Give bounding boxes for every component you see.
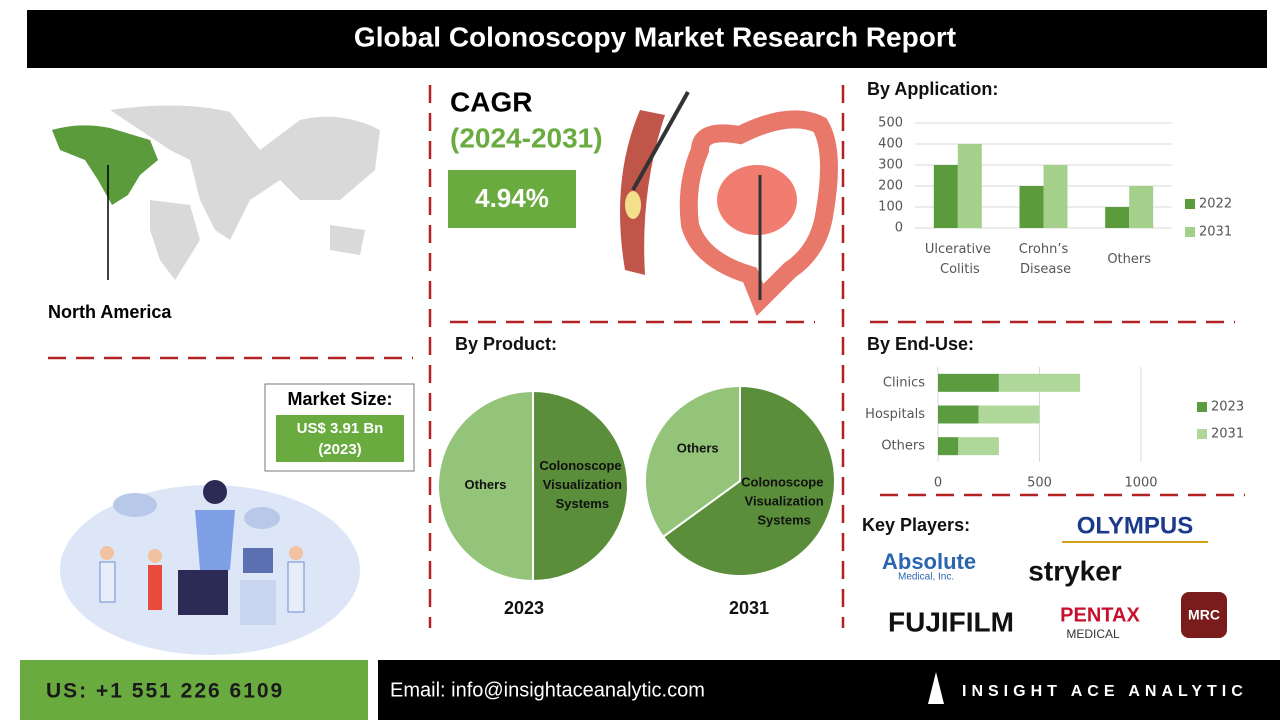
legend-swatch [1197, 429, 1207, 439]
pie-slice [437, 389, 534, 583]
market-size-label: Market Size: [287, 389, 392, 409]
bar-segment [958, 437, 999, 456]
brand-icon [928, 672, 944, 704]
cagr-label: CAGR [450, 86, 532, 117]
slice-label: Colonoscope Visualization Systems [741, 475, 824, 528]
legend-label: 2022 [1199, 197, 1232, 212]
x-tick-label: 500 [1027, 476, 1052, 491]
chart-title: By End-Use: [867, 334, 974, 354]
product-heading: By Product: [455, 334, 557, 354]
logo-absolute-sub: Medical, Inc. [898, 572, 954, 583]
y-tick-label: 400 [878, 137, 903, 152]
cagr-value: 4.94% [475, 183, 549, 213]
legend-swatch [1185, 227, 1195, 237]
legend-swatch [1185, 199, 1195, 209]
logo-mrc-box [1181, 592, 1227, 638]
key-players-heading: Key Players: [862, 515, 970, 535]
bar [1105, 207, 1130, 228]
legend-swatch [1197, 402, 1207, 412]
market-size-year: (2023) [318, 441, 361, 458]
cagr-value-box [448, 170, 576, 228]
y-tick-label: 200 [878, 179, 903, 194]
logo-olympus: OLYMPUS [1077, 512, 1193, 539]
y-tick-label: 100 [878, 200, 903, 215]
y-tick-label: Clinics [883, 375, 925, 390]
pie-slice [661, 384, 836, 577]
cagr-period: (2024-2031) [450, 122, 603, 153]
footer-email: Email: info@insightaceanalytic.com [390, 679, 705, 701]
pie-year: 2023 [504, 598, 544, 618]
footer-phone-box [20, 660, 368, 720]
bar-segment [938, 405, 979, 424]
bar [957, 144, 982, 228]
world-map [52, 105, 380, 280]
logo-absolute: Absolute [882, 549, 976, 574]
logo-mrc: MRC [1188, 607, 1220, 623]
logo-fujifilm: FUJIFILM [888, 606, 1014, 637]
x-tick-label: 0 [934, 476, 942, 491]
x-tick-label: Crohn’s Disease [1016, 242, 1071, 277]
logo-stryker: stryker [1028, 555, 1122, 586]
region-label: North America [48, 302, 172, 322]
market-size-value-box [276, 415, 404, 462]
bar-segment [938, 373, 999, 392]
y-tick-label: 500 [878, 116, 903, 131]
pie-year: 2031 [729, 598, 769, 618]
footer-bar [378, 660, 1280, 720]
footer-phone: US: +1 551 226 6109 [46, 680, 284, 703]
slice-label: Others [465, 477, 507, 492]
footer-brand: INSIGHT ACE ANALYTIC [962, 683, 1248, 700]
market-size-value: US$ 3.91 Bn [297, 420, 384, 437]
x-tick-label: Others [1107, 252, 1151, 267]
header-bar [27, 10, 1267, 68]
y-tick-label: 300 [878, 158, 903, 173]
logo-pentax-sub: MEDICAL [1066, 627, 1120, 641]
bar [933, 165, 958, 228]
x-tick-label: 1000 [1124, 476, 1157, 491]
y-tick-label: Hospitals [865, 407, 925, 422]
bar [1129, 186, 1154, 228]
slice-label: Others [677, 441, 719, 456]
legend-label: 2031 [1199, 225, 1232, 240]
x-tick-label: Ulcerative Colitis [925, 242, 991, 277]
chart-title: By Application: [867, 79, 998, 99]
bar [1043, 165, 1068, 228]
colon-illustration [620, 91, 838, 317]
logo-pentax: PENTAX [1060, 604, 1140, 626]
clinic-illustration [60, 480, 360, 655]
bar-segment [998, 373, 1081, 392]
bar-segment [978, 405, 1040, 424]
y-tick-label: 0 [895, 221, 903, 236]
y-tick-label: Others [881, 439, 925, 454]
title: Global Colonoscopy Market Research Repor… [354, 21, 956, 52]
pie-slice [532, 389, 629, 583]
legend-label: 2023 [1211, 400, 1244, 415]
slice-label: Colonoscope Visualization Systems [539, 458, 622, 511]
bar [1019, 186, 1044, 228]
pie-slice [644, 384, 741, 539]
legend-label: 2031 [1211, 427, 1244, 442]
bar-segment [938, 437, 959, 456]
